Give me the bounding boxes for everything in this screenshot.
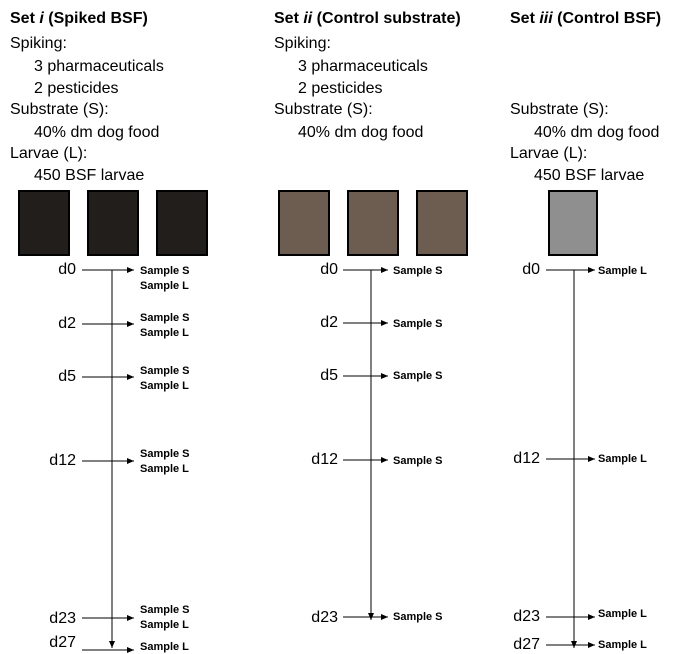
set-i-d2-sample-2: Sample L <box>140 327 189 339</box>
set-i-day-d0: d0 <box>58 261 76 278</box>
set-ii-container-2 <box>347 190 399 256</box>
set-iii-larvae-value: 450 BSF larvae <box>534 167 645 184</box>
set-i-day-d12: d12 <box>49 452 76 469</box>
set-iii-substrate-value: 40% dm dog food <box>534 124 660 141</box>
set-ii-spike-1: 3 pharmaceuticals <box>298 58 428 75</box>
set-ii-d23-sample-1: Sample S <box>393 611 443 623</box>
set-i-substrate-label: Substrate (S): <box>10 101 109 118</box>
set-i-larvae-value: 450 BSF larvae <box>34 167 145 184</box>
set-ii-day-d5: d5 <box>320 367 338 384</box>
set-i-d0-sample-1: Sample S <box>140 265 190 277</box>
set-i-d5-sample-2: Sample L <box>140 380 189 392</box>
set-i-day-d5: d5 <box>58 368 76 385</box>
set-i-larvae-label: Larvae (L): <box>10 145 88 162</box>
set-iii-day-d27: d27 <box>513 636 540 653</box>
set-i-spike-2: 2 pesticides <box>34 80 119 97</box>
set-i-container-3 <box>156 190 208 256</box>
set-i-day-d27: d27 <box>49 634 76 651</box>
set-i-d23-sample-1: Sample S <box>140 604 190 616</box>
set-ii-title: Set ii (Control substrate) <box>274 10 461 27</box>
set-i-d0-sample-2: Sample L <box>140 280 189 292</box>
set-ii-substrate-label: Substrate (S): <box>274 101 373 118</box>
set-i-d23-sample-2: Sample L <box>140 619 189 631</box>
set-ii-spiking-label: Spiking: <box>274 35 331 52</box>
set-iii-larvae-label: Larvae (L): <box>510 145 588 162</box>
set-iii-day-d12: d12 <box>513 450 540 467</box>
set-i-day-d23: d23 <box>49 610 76 627</box>
set-i-d5-sample-1: Sample S <box>140 365 190 377</box>
set-iii-d23-sample-1: Sample L <box>598 608 647 620</box>
set-i-title: Set i (Spiked BSF) <box>10 10 148 27</box>
set-i-container-2 <box>87 190 139 256</box>
set-ii-container-1 <box>278 190 330 256</box>
set-iii-title: Set iii (Control BSF) <box>510 10 662 27</box>
set-ii-spike-2: 2 pesticides <box>298 80 383 97</box>
set-i-d2-sample-1: Sample S <box>140 312 190 324</box>
set-iii-container-1 <box>548 190 598 256</box>
set-ii-day-d12: d12 <box>311 451 338 468</box>
set-ii-substrate-value: 40% dm dog food <box>298 124 424 141</box>
set-i-d12-sample-1: Sample S <box>140 448 190 460</box>
set-i-d27-sample-1: Sample L <box>140 641 189 653</box>
set-ii-container-3 <box>416 190 468 256</box>
set-ii-d2-sample-1: Sample S <box>393 318 443 330</box>
set-ii-day-d23: d23 <box>311 609 338 626</box>
set-i-spike-1: 3 pharmaceuticals <box>34 58 164 75</box>
set-i-substrate-value: 40% dm dog food <box>34 124 160 141</box>
set-ii-day-d2: d2 <box>320 314 338 331</box>
set-iii-day-d23: d23 <box>513 608 540 625</box>
set-iii-day-d0: d0 <box>522 261 540 278</box>
set-ii-d5-sample-1: Sample S <box>393 370 443 382</box>
set-iii-d27-sample-1: Sample L <box>598 639 647 651</box>
set-i-spiking-label: Spiking: <box>10 35 67 52</box>
set-i-d12-sample-2: Sample L <box>140 463 189 475</box>
set-ii-d0-sample-1: Sample S <box>393 265 443 277</box>
set-i-day-d2: d2 <box>58 315 76 332</box>
set-ii-day-d0: d0 <box>320 261 338 278</box>
set-iii-d12-sample-1: Sample L <box>598 453 647 465</box>
set-ii-d12-sample-1: Sample S <box>393 455 443 467</box>
set-i-container-1 <box>18 190 70 256</box>
set-iii-d0-sample-1: Sample L <box>598 265 647 277</box>
set-iii-substrate-label: Substrate (S): <box>510 101 609 118</box>
